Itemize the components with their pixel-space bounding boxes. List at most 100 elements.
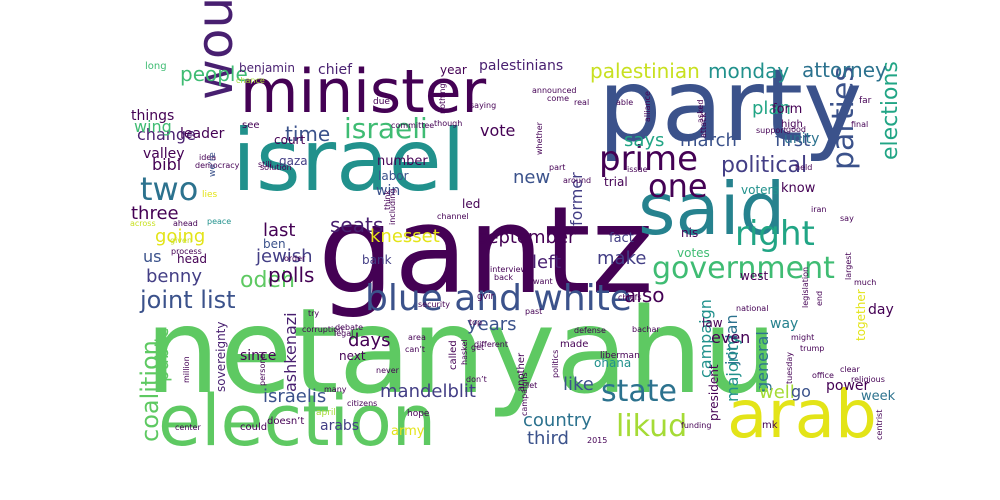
cloud-word-2015: 2015	[587, 436, 607, 445]
cloud-word-centrist: centrist	[875, 410, 884, 440]
cloud-word-iran: iran	[811, 205, 826, 214]
cloud-word-chief: chief	[318, 62, 353, 78]
cloud-word-across: across	[130, 219, 156, 228]
cloud-word-given: given	[170, 236, 192, 245]
cloud-word-say: say	[840, 214, 854, 223]
cloud-word-like: like	[563, 374, 594, 395]
cloud-word-april: april	[316, 408, 336, 418]
cloud-word-interview: interview	[490, 265, 528, 274]
cloud-word-well: well	[759, 382, 795, 403]
cloud-word-former: former	[567, 172, 586, 226]
cloud-word-coalition: coalition	[136, 340, 164, 442]
cloud-word-blue-and-white: blue and white	[365, 278, 632, 319]
cloud-word-see: see	[242, 120, 260, 131]
cloud-word-president: president	[707, 364, 721, 421]
cloud-word-let: let	[527, 381, 537, 390]
cloud-word-bank: bank	[362, 253, 392, 267]
cloud-word-chance: chance	[236, 76, 265, 85]
cloud-word-gantz: gantz	[318, 182, 654, 321]
cloud-word-gvir: gvir	[477, 292, 495, 302]
cloud-word-west: west	[740, 269, 768, 283]
cloud-word-votes: votes	[677, 246, 710, 260]
cloud-word-made: made	[560, 339, 588, 350]
cloud-word-says: says	[624, 130, 664, 151]
cloud-word-defense: defense	[574, 326, 606, 335]
cloud-word-likud: likud	[616, 409, 687, 444]
cloud-word-benny: benny	[146, 266, 202, 287]
cloud-word-final: final	[851, 120, 868, 129]
cloud-word-bibi: bibi	[152, 155, 181, 174]
cloud-word-three: three	[131, 203, 179, 224]
cloud-word-fact: fact	[609, 231, 634, 246]
cloud-word-political: political	[721, 153, 807, 178]
cloud-word-largest: largest	[844, 252, 853, 280]
cloud-word-elections: elections	[878, 61, 903, 160]
cloud-word-though: though	[434, 119, 462, 128]
cloud-word-announced: announced	[532, 86, 576, 95]
cloud-word-minister: minister	[240, 57, 487, 127]
cloud-word-power: power	[826, 378, 870, 394]
cloud-word-support: support	[756, 126, 787, 135]
cloud-word-much: much	[854, 278, 876, 287]
cloud-word-wing: wing	[134, 117, 172, 136]
cloud-word-monday: monday	[708, 59, 789, 83]
cloud-word-channel: channel	[437, 212, 469, 221]
cloud-word-gaza: gaza	[279, 154, 308, 168]
cloud-word-party: party	[598, 47, 862, 164]
cloud-word-long: long	[145, 61, 167, 72]
cloud-word-arab: arab	[727, 376, 877, 453]
cloud-word-things: things	[131, 108, 174, 124]
cloud-word-clear: clear	[840, 365, 860, 374]
cloud-word-another: another	[516, 352, 527, 392]
cloud-word-sovereignty: sovereignty	[214, 322, 228, 393]
cloud-word-due: due	[373, 97, 390, 107]
cloud-word-led: led	[462, 197, 480, 211]
cloud-word-knesset: knesset	[370, 226, 440, 247]
cloud-word-still: still	[258, 160, 272, 169]
cloud-word-national: national	[736, 304, 768, 313]
cloud-word-many: many	[324, 385, 347, 394]
cloud-word-asked: asked	[696, 100, 705, 123]
cloud-word-number: number	[377, 154, 428, 169]
cloud-word-different: different	[474, 340, 508, 349]
cloud-word-odeh: odeh	[240, 268, 295, 293]
cloud-word-democracy: democracy	[195, 161, 240, 170]
cloud-word-know: know	[781, 181, 816, 196]
cloud-word-order: order	[284, 254, 306, 263]
cloud-word-end: end	[815, 291, 824, 306]
cloud-word-high: high	[781, 119, 803, 130]
cloud-word-one: one	[648, 167, 708, 205]
cloud-word-want: want	[533, 277, 553, 286]
cloud-word-israeli: israeli	[344, 112, 428, 145]
cloud-word-government: government	[652, 251, 835, 286]
cloud-word-law: law	[702, 316, 723, 330]
cloud-word-ahead: ahead	[173, 219, 198, 228]
cloud-word-legal: legal	[334, 329, 353, 338]
cloud-word-public: public	[152, 328, 173, 382]
cloud-word-also: also	[624, 283, 664, 307]
cloud-word-netanyahu: netanyahu	[145, 282, 777, 420]
cloud-word-even: even	[711, 328, 750, 347]
cloud-word-peace: peace	[207, 217, 231, 226]
cloud-word-way: way	[770, 316, 798, 332]
cloud-word-idea: idea	[199, 153, 216, 162]
cloud-word-right: right	[735, 214, 815, 254]
cloud-word-far: far	[859, 96, 872, 106]
cloud-word-go: go	[791, 382, 811, 401]
cloud-word-arabs: arabs	[320, 418, 359, 434]
cloud-word-can-t: can’t	[405, 345, 425, 354]
cloud-word-attorney: attorney	[802, 58, 887, 82]
cloud-word-march: march	[680, 130, 737, 151]
cloud-word-polls: polls	[268, 263, 314, 287]
cloud-word-voters: voters	[741, 183, 779, 197]
cloud-word-around: around	[563, 176, 591, 185]
cloud-word-funding: funding	[681, 421, 711, 430]
cloud-word-head: head	[177, 252, 207, 266]
cloud-word-back: back	[494, 273, 513, 282]
cloud-word-said: said	[638, 167, 785, 251]
cloud-word-army: army	[391, 424, 425, 439]
cloud-word-people: people	[180, 62, 248, 86]
cloud-word-doesn-t: doesn’t	[267, 416, 304, 427]
cloud-word-never: never	[376, 366, 400, 375]
